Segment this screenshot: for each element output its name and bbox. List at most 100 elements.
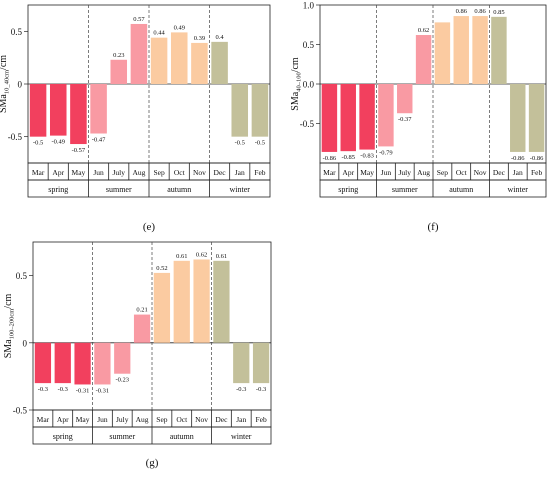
value-label: 0.86: [456, 8, 468, 15]
season-label: spring: [48, 185, 68, 194]
value-label: 0.62: [418, 27, 429, 34]
value-label: -0.57: [72, 147, 86, 154]
value-label: -0.85: [341, 154, 355, 161]
y-axis-label-main: SMa: [3, 339, 14, 358]
y-axis-label-main: SMa: [0, 94, 9, 113]
season-label: summer: [109, 432, 135, 441]
value-label: 0.86: [474, 8, 486, 15]
bar-feb: [528, 84, 545, 152]
season-label: autumn: [170, 432, 194, 441]
y-tick-label: -0.5: [300, 119, 315, 129]
y-axis-label-subscript: 40–100: [296, 72, 303, 92]
y-axis-label-unit: /cm: [290, 57, 301, 72]
month-label: July: [112, 168, 125, 177]
bar-july: [397, 84, 413, 114]
month-label: Jun: [93, 168, 104, 177]
bar-oct: [453, 16, 469, 85]
season-label: spring: [338, 185, 358, 194]
bar-dec: [491, 16, 507, 85]
value-label: 0.85: [493, 9, 504, 16]
value-label: 0.62: [196, 251, 207, 258]
month-label: Mar: [37, 415, 50, 424]
bar-sep: [150, 37, 168, 84]
y-axis-label-unit: /cm: [0, 55, 9, 70]
season-label: winter: [231, 432, 252, 441]
bar-sep: [153, 272, 171, 343]
value-label: 0.4: [216, 34, 225, 41]
value-label: -0.86: [530, 155, 544, 162]
value-label: 0.44: [153, 30, 165, 37]
bar-jan: [233, 342, 250, 384]
bar-july: [110, 59, 128, 84]
bar-jun: [94, 342, 111, 385]
month-label: Apr: [52, 168, 64, 177]
bar-sep: [434, 22, 451, 85]
y-tick-label: 1.0: [303, 1, 315, 11]
value-label: 0.49: [174, 24, 185, 31]
y-tick-label: 0.0: [303, 80, 315, 90]
bar-nov: [472, 16, 488, 85]
value-label: 0.21: [136, 307, 147, 314]
value-label: 0.61: [176, 253, 187, 260]
bar-apr: [54, 342, 71, 384]
value-label: 0.61: [216, 253, 227, 260]
value-label: -0.3: [58, 386, 68, 393]
y-axis-label: SMa40–100/cm: [290, 57, 303, 111]
month-label: Dec: [215, 415, 228, 424]
value-label: -0.49: [51, 139, 65, 146]
value-label: -0.31: [96, 387, 110, 394]
value-label: 0.52: [156, 265, 167, 272]
month-label: Feb: [254, 168, 266, 177]
month-label: May: [76, 415, 90, 424]
bar-jun: [90, 84, 107, 134]
month-label: Nov: [474, 168, 487, 177]
chart-panel-f: -0.5 0.0 0.5 1.0 -0.86 -0.85 -0.83 -0.79 -0.37 0.…: [290, 1, 547, 233]
season-label: summer: [106, 185, 132, 194]
bar-aug: [415, 35, 432, 84]
season-label: autumn: [167, 185, 191, 194]
chart-panel-e: -0.5 0 0.5 -0.5 -0.49 -0.57 -0.47 0.23 0.57 0.44 0…: [0, 4, 271, 233]
month-label: Nov: [193, 168, 206, 177]
bar-aug: [133, 314, 151, 343]
value-label: 0.57: [133, 16, 145, 23]
bar-oct: [170, 32, 188, 84]
month-label: May: [360, 168, 374, 177]
month-label: Aug: [132, 168, 145, 177]
month-label: Aug: [417, 168, 430, 177]
value-label: -0.5: [33, 140, 43, 147]
value-label: -0.79: [379, 149, 393, 156]
value-label: -0.37: [398, 116, 412, 123]
value-label: -0.31: [76, 387, 90, 394]
month-label: Feb: [255, 415, 267, 424]
value-label: -0.47: [92, 137, 106, 144]
month-label: Dec: [214, 168, 227, 177]
bar-mar: [34, 342, 52, 384]
season-label: winter: [230, 185, 251, 194]
bar-nov: [193, 259, 210, 343]
season-label: autumn: [449, 185, 473, 194]
bar-mar: [29, 84, 47, 137]
month-label: July: [398, 168, 411, 177]
value-label: -0.86: [511, 155, 525, 162]
y-tick-label: 0.5: [303, 40, 315, 50]
bar-jan: [231, 84, 249, 137]
value-label: -0.5: [235, 140, 245, 147]
month-label: Jun: [381, 168, 392, 177]
month-label: Sep: [153, 168, 165, 177]
bar-feb: [251, 84, 269, 137]
month-label: Oct: [174, 168, 186, 177]
bar-jun: [378, 84, 394, 147]
value-label: 0.23: [113, 52, 124, 59]
month-label: July: [116, 415, 129, 424]
value-label: -0.5: [255, 140, 265, 147]
value-label: -0.23: [115, 377, 129, 384]
month-label: Oct: [176, 415, 188, 424]
month-label: Feb: [531, 168, 543, 177]
bar-may: [70, 84, 87, 145]
bar-july: [114, 342, 131, 374]
y-axis-label-subscript: 10_40cm: [4, 70, 11, 94]
value-label: -0.86: [323, 155, 337, 162]
y-tick-label: 0: [18, 80, 23, 90]
season-label: spring: [53, 432, 73, 441]
month-label: Apr: [57, 415, 69, 424]
